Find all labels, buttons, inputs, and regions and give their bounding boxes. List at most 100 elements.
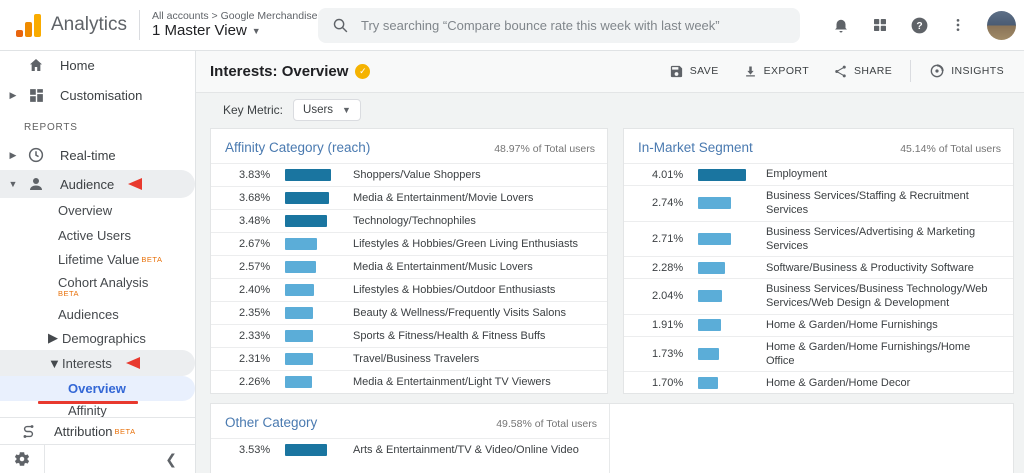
annotation-underline-overview bbox=[38, 401, 138, 404]
interest-row: 2.57% Media & Entertainment/Music Lovers bbox=[211, 255, 607, 278]
insights-icon bbox=[930, 64, 944, 78]
share-button[interactable]: SHARE bbox=[823, 58, 902, 85]
expand-down-icon: ▼ bbox=[48, 355, 61, 371]
sidebar-item-attribution[interactable]: Attribution BETA bbox=[0, 417, 195, 445]
attribution-icon bbox=[20, 423, 40, 440]
notifications-bell-icon[interactable] bbox=[831, 15, 851, 35]
logo-dot bbox=[16, 30, 23, 37]
sidebar-item-realtime[interactable]: ▶ Real-time bbox=[0, 140, 195, 170]
row-percent: 2.74% bbox=[652, 197, 684, 210]
help-icon[interactable]: ? bbox=[909, 15, 929, 35]
sidebar-item-audience-overview[interactable]: Overview bbox=[58, 203, 113, 218]
toolbar: SAVE EXPORT SHARE INSIGHTS bbox=[659, 50, 1014, 92]
interest-bar bbox=[698, 376, 718, 389]
main-content: Interests: Overview ✓ SAVE EXPORT SHARE bbox=[195, 50, 1024, 473]
row-percent: 2.31% bbox=[239, 353, 271, 365]
apps-grid-icon[interactable] bbox=[870, 15, 890, 35]
other-category-card: Other Category 49.58% of Total users 3.5… bbox=[210, 403, 1014, 473]
app-bar: Analytics All accounts > Google Merchand… bbox=[0, 0, 1024, 51]
row-label: Sports & Fitness/Health & Fitness Buffs bbox=[353, 329, 546, 342]
search-icon bbox=[332, 17, 349, 34]
rail-divider bbox=[44, 445, 45, 473]
sidebar-item-home[interactable]: Home bbox=[0, 50, 195, 80]
other-card-title: Other Category bbox=[225, 415, 318, 430]
row-percent: 2.04% bbox=[652, 290, 684, 303]
sidebar-item-interests[interactable]: ▼ Interests bbox=[0, 350, 195, 376]
export-button[interactable]: EXPORT bbox=[733, 58, 819, 85]
interest-bar bbox=[285, 330, 313, 342]
interest-bar bbox=[698, 290, 722, 303]
sidebar-nav: Home ▶ Customisation REPORTS ▶ Real-time… bbox=[0, 50, 196, 473]
breadcrumb[interactable]: All accounts > Google Merchandise St... bbox=[152, 9, 340, 22]
row-label: Software/Business & Productivity Softwar… bbox=[766, 261, 974, 274]
key-metric-dropdown[interactable]: Users ▼ bbox=[293, 99, 361, 121]
view-selector[interactable]: 1 Master View ▼ bbox=[152, 22, 339, 40]
sidebar-item-audiences[interactable]: Audiences bbox=[58, 306, 119, 322]
toolbar-divider bbox=[910, 60, 912, 82]
interest-row: 2.35% Beauty & Wellness/Frequently Visit… bbox=[211, 301, 607, 324]
row-label: Lifestyles & Hobbies/Green Living Enthus… bbox=[353, 237, 579, 250]
sidebar-item-active-users[interactable]: Active Users bbox=[58, 227, 131, 243]
search-bar[interactable]: Try searching “Compare bounce rate this … bbox=[318, 8, 800, 43]
row-label: Arts & Entertainment/TV & Video/Online V… bbox=[353, 443, 579, 456]
row-percent: 2.57% bbox=[239, 261, 271, 273]
row-label: Business Services/Advertising & Marketin… bbox=[766, 225, 976, 252]
account-breadcrumb: All accounts > Google Merchandise St... … bbox=[152, 10, 339, 41]
interest-row: 2.33% Sports & Fitness/Health & Fitness … bbox=[211, 324, 607, 347]
row-percent: 3.48% bbox=[239, 215, 271, 227]
interest-bar bbox=[285, 307, 313, 319]
other-rows: 3.53% Arts & Entertainment/TV & Video/On… bbox=[211, 438, 609, 461]
sidebar-item-label: Customisation bbox=[60, 87, 143, 103]
page-header: Interests: Overview ✓ SAVE EXPORT SHARE bbox=[195, 50, 1024, 93]
svg-text:?: ? bbox=[916, 21, 922, 32]
interest-bar bbox=[285, 284, 314, 296]
row-label: Travel/Business Travelers bbox=[353, 352, 480, 365]
collapse-sidebar-icon[interactable]: ❮ bbox=[165, 450, 177, 467]
admin-gear-icon[interactable] bbox=[13, 450, 31, 468]
sidebar-item-audience[interactable]: ▼ Audience bbox=[0, 170, 195, 198]
interest-bar bbox=[698, 261, 725, 274]
customisation-icon bbox=[26, 85, 46, 105]
row-label: Lifestyles & Hobbies/Outdoor Enthusiasts bbox=[353, 283, 556, 296]
analytics-logo-icon[interactable] bbox=[16, 13, 41, 37]
interest-bar bbox=[285, 376, 312, 388]
verified-badge-icon: ✓ bbox=[355, 63, 371, 79]
sidebar-item-affinity-categories[interactable]: Affinity Categories bbox=[68, 404, 107, 417]
beta-badge: BETA bbox=[141, 255, 163, 264]
in-market-segment-card: In-Market Segment 45.14% of Total users … bbox=[623, 128, 1014, 394]
inmarket-rows: 4.01% Employment 2.74% Business Services… bbox=[624, 163, 1013, 393]
user-avatar[interactable] bbox=[987, 10, 1016, 40]
expand-down-icon: ▼ bbox=[8, 179, 18, 189]
export-icon bbox=[745, 66, 755, 76]
sidebar-item-customisation[interactable]: ▶ Customisation bbox=[0, 80, 195, 110]
sidebar-item-lifetime-value[interactable]: Lifetime Value BETA bbox=[58, 252, 163, 267]
row-label: Media & Entertainment/Music Lovers bbox=[353, 260, 533, 273]
row-percent: 1.70% bbox=[652, 376, 684, 389]
header-divider bbox=[139, 10, 141, 40]
interest-bar bbox=[285, 353, 313, 365]
sidebar-item-interests-overview[interactable]: Overview bbox=[0, 376, 195, 401]
interest-bar bbox=[285, 215, 327, 227]
page-title: Interests: Overview bbox=[210, 62, 349, 80]
row-label: Technology/Technophiles bbox=[353, 214, 476, 227]
affinity-category-card: Affinity Category (reach) 48.97% of Tota… bbox=[210, 128, 608, 394]
row-label: Home & Garden/Home Furnishings/Home Offi… bbox=[766, 340, 971, 368]
interest-bar bbox=[698, 197, 731, 210]
interest-bar bbox=[698, 319, 721, 332]
row-percent: 1.91% bbox=[652, 319, 684, 332]
interest-bar bbox=[285, 238, 317, 250]
row-percent: 2.71% bbox=[652, 232, 684, 245]
sidebar-item-cohort-analysis[interactable]: Cohort Analysis BETA bbox=[58, 275, 149, 299]
interest-row: 4.01% Employment bbox=[624, 163, 1013, 185]
insights-button[interactable]: INSIGHTS bbox=[919, 57, 1014, 85]
save-button[interactable]: SAVE bbox=[659, 58, 729, 85]
sidebar-item-demographics[interactable]: ▶ Demographics bbox=[48, 330, 146, 346]
row-percent: 3.53% bbox=[239, 444, 271, 456]
row-label: Business Services/Staffing & Recruitment… bbox=[766, 190, 969, 217]
inmarket-card-total: 45.14% of Total users bbox=[900, 143, 1001, 155]
interest-row: 3.53% Arts & Entertainment/TV & Video/On… bbox=[211, 438, 609, 461]
row-percent: 2.26% bbox=[239, 376, 271, 388]
more-vert-icon[interactable] bbox=[948, 15, 968, 35]
row-percent: 2.40% bbox=[239, 284, 271, 296]
card-inner-divider bbox=[609, 404, 610, 473]
